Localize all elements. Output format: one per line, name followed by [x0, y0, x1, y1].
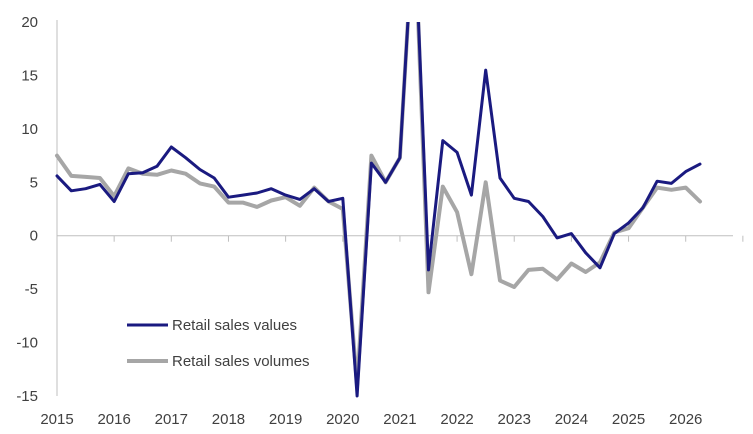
x-tick-label: 2019: [269, 411, 302, 428]
series-layer: [55, 22, 702, 398]
y-tick-label: 0: [30, 228, 38, 245]
y-tick-label: 15: [21, 67, 38, 84]
x-tick-label: 2015: [40, 411, 73, 428]
legend: Retail sales values Retail sales volumes: [127, 317, 310, 370]
y-tick-label: -5: [25, 281, 38, 298]
x-tick-label: 2020: [326, 411, 359, 428]
x-tick-label: 2026: [669, 411, 702, 428]
x-tick-label: 2018: [212, 411, 245, 428]
x-tick-label: 2021: [383, 411, 416, 428]
y-tick-label: 10: [21, 121, 38, 138]
legend-label: Retail sales values: [172, 317, 297, 334]
x-tick-label: 2022: [440, 411, 473, 428]
x-tick-label: 2017: [155, 411, 188, 428]
x-tick-label: 2023: [498, 411, 531, 428]
series-line-retail-sales-volumes: [55, 22, 702, 388]
x-tick-label: 2024: [555, 411, 588, 428]
x-tick-label: 2025: [612, 411, 645, 428]
y-tick-label: 20: [21, 14, 38, 31]
series-line-retail-sales-values: [55, 22, 702, 398]
legend-label: Retail sales volumes: [172, 353, 310, 370]
y-tick-label: 5: [30, 174, 38, 191]
x-tick-label: 2016: [97, 411, 130, 428]
y-tick-label: -15: [16, 388, 38, 405]
y-tick-label: -10: [16, 335, 38, 352]
